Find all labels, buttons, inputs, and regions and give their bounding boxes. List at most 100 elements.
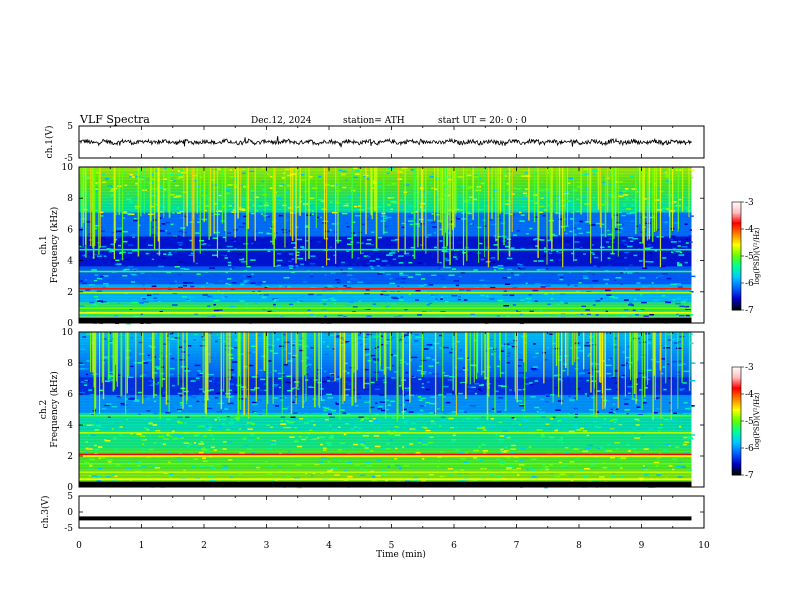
spectrogram-cell	[609, 357, 612, 360]
sferic-streak	[240, 167, 242, 212]
spectrogram-cell	[626, 444, 630, 446]
spectrogram-cell	[327, 461, 331, 463]
spectrogram-cell	[428, 284, 434, 286]
spectrogram-cell	[683, 402, 688, 404]
spectrogram-cell	[259, 389, 264, 391]
ch2-colorbar-segment	[732, 385, 741, 388]
spectrogram-cell	[279, 185, 284, 187]
spectrogram-cell	[658, 275, 664, 277]
spectrogram-cell	[183, 469, 186, 472]
spectrogram-cell	[138, 341, 144, 344]
spectrogram-cell	[354, 464, 361, 466]
spectrogram-cell	[156, 252, 161, 255]
spectrogram-cell	[238, 226, 245, 228]
spectrogram-cell	[137, 467, 140, 470]
spectrogram-cell	[141, 297, 147, 300]
spectrogram-cell	[416, 175, 419, 178]
spectrogram-cell	[613, 343, 617, 346]
ch1-colorbar-segment	[732, 209, 741, 212]
spectrogram-cell	[374, 335, 381, 338]
narrowband-line	[79, 414, 692, 417]
spectrogram-cell	[622, 194, 629, 196]
spectrogram-cell	[240, 261, 247, 263]
spectrogram-cell	[455, 340, 460, 343]
spectrogram-cell	[519, 404, 525, 407]
spectrogram-cell	[282, 363, 288, 365]
spectrogram-cell	[474, 458, 481, 461]
spectrogram-cell	[108, 341, 115, 344]
spectrogram-cell	[689, 342, 694, 345]
spectrogram-cell	[684, 223, 688, 225]
spectrogram-cell	[681, 466, 687, 468]
spectrogram-cell	[414, 200, 419, 203]
spectrogram-cell	[549, 259, 554, 261]
spectrogram-cell	[141, 373, 147, 376]
spectrogram-cell	[474, 383, 480, 385]
spectrogram-cell	[149, 173, 156, 176]
spectrogram-cell	[411, 375, 415, 378]
spectrogram-cell	[533, 343, 536, 345]
sferic-streak	[168, 332, 170, 413]
sferic-streak	[449, 167, 451, 265]
spectrogram-cell	[485, 279, 491, 282]
spectrogram-cell	[369, 260, 376, 262]
spectrogram-cell	[274, 194, 281, 197]
sferic-streak	[421, 332, 423, 377]
spectrogram-cell	[142, 449, 146, 452]
spectrogram-cell	[677, 264, 683, 267]
spectrogram-cell	[89, 465, 93, 467]
spectrogram-cell	[588, 353, 591, 355]
spectrogram-cell	[80, 348, 85, 350]
spectrogram-cell	[592, 368, 598, 371]
spectrogram-cell	[150, 187, 154, 190]
spectrogram-cell	[444, 301, 449, 303]
spectrogram-cell	[649, 313, 654, 316]
sferic-streak	[455, 332, 457, 415]
spectrogram-cell	[208, 244, 211, 247]
spectrogram-cell	[119, 313, 122, 316]
spectrogram-cell	[509, 389, 512, 391]
spectrogram-cell	[130, 365, 134, 368]
spectrogram-cell	[644, 465, 647, 468]
spectrogram-cell	[190, 252, 193, 255]
spectrogram-cell	[375, 258, 380, 260]
spectrogram-cell	[632, 428, 637, 430]
sferic-streak	[152, 332, 155, 399]
spectrogram-cell	[408, 394, 415, 397]
spectrogram-cell	[198, 239, 205, 242]
spectrogram-cell	[559, 276, 564, 279]
sferic-streak	[254, 167, 256, 241]
sferic-streak	[118, 167, 121, 216]
spectrogram-cell	[503, 304, 510, 307]
spectrogram-cell	[175, 184, 179, 187]
sferic-streak	[335, 167, 337, 264]
sferic-streak	[216, 167, 219, 258]
spectrogram-cell	[623, 309, 629, 311]
ch2-colorbar-segment	[732, 412, 741, 415]
spectrogram-cell	[679, 425, 682, 428]
spectrogram-cell	[344, 423, 349, 425]
spectrogram-cell	[612, 296, 619, 299]
spectrogram-cell	[478, 177, 482, 180]
spectrogram-cell	[290, 416, 296, 418]
spectrogram-cell	[546, 196, 552, 199]
spectrogram-cell	[305, 225, 309, 227]
ch1-spec-y-tick-label: 2	[67, 288, 73, 298]
spectrogram-cell	[330, 409, 337, 412]
sferic-streak	[505, 332, 507, 412]
spectrogram-cell	[381, 290, 387, 293]
spectrogram-cell	[482, 429, 487, 431]
spectrogram-cell	[361, 410, 365, 412]
spectrogram-cell	[84, 367, 89, 370]
spectrogram-cell	[417, 262, 423, 264]
spectrogram-cell	[226, 245, 233, 248]
spectrogram-cell	[637, 414, 643, 416]
spectrogram-cell	[392, 297, 399, 300]
spectrogram-cell	[251, 401, 257, 404]
spectrogram-cell	[654, 213, 661, 216]
spectrogram-cell	[410, 169, 416, 171]
spectrogram-cell	[266, 424, 271, 426]
spectrogram-cell	[529, 310, 534, 313]
spectrogram-cell	[140, 272, 145, 275]
sferic-streak	[94, 332, 97, 409]
